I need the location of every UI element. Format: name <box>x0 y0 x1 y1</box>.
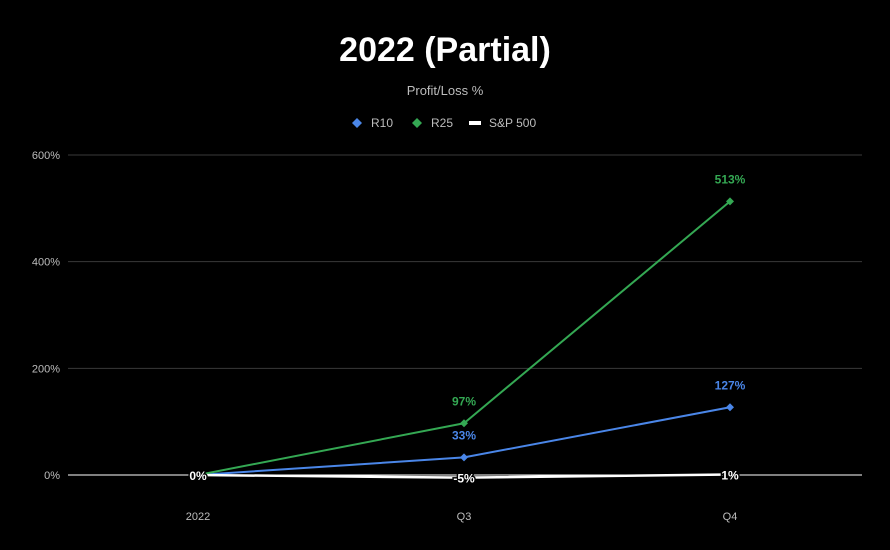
data-label-halo-sandp-500: 0% <box>189 469 207 483</box>
gridlines <box>68 154 862 476</box>
data-label-sandp-500: 1% <box>721 468 739 482</box>
series-line-sandp-500 <box>197 473 731 479</box>
x-tick-label: Q4 <box>723 511 738 523</box>
legend-item-sandp-500[interactable]: S&P 500 <box>469 116 536 130</box>
y-tick-label: 600% <box>32 150 60 162</box>
data-label-halo-sandp-500: -5% <box>453 472 475 486</box>
x-axis: 2022 Q3 Q4 <box>186 511 738 523</box>
y-tick-label: 0% <box>44 470 60 482</box>
data-point-r25 <box>726 197 734 206</box>
data-label-r25: 97% <box>452 394 476 408</box>
legend-item-r25[interactable]: R25 <box>412 116 453 130</box>
chart-title: 2022 (Partial) <box>339 31 551 69</box>
data-label-r10: 33% <box>452 428 476 442</box>
legend: R10 R25 S&P 500 <box>352 116 536 130</box>
data-point-r10 <box>726 403 734 412</box>
data-point-r25 <box>194 471 202 479</box>
data-label-r10: 127% <box>715 378 746 392</box>
legend-label-sandp-500: S&P 500 <box>489 116 536 130</box>
legend-swatch-r10 <box>352 118 362 128</box>
legend-label-r10: R10 <box>371 116 393 130</box>
y-tick-label: 400% <box>32 257 60 269</box>
data-label-halo-sandp-500: 1% <box>721 468 739 482</box>
x-tick-label: 2022 <box>186 511 210 523</box>
series-markers <box>194 197 734 479</box>
data-labels: 33%127%97%513%0%0% -5%-5% 1%1% <box>188 172 746 487</box>
data-label-sandp-500: 0% <box>189 469 207 483</box>
data-label-r25: 513% <box>715 172 746 186</box>
y-tick-label: 200% <box>32 363 60 375</box>
x-tick-label: Q3 <box>457 511 472 523</box>
legend-item-r10[interactable]: R10 <box>352 116 393 130</box>
chart-subtitle: Profit/Loss % <box>407 83 484 98</box>
y-axis: 0% 200% 400% 600% <box>32 150 60 482</box>
legend-swatch-sandp-500 <box>469 121 481 125</box>
data-point-r10 <box>460 453 468 462</box>
legend-swatch-r25 <box>412 118 422 128</box>
legend-label-r25: R25 <box>431 116 453 130</box>
data-label-sandp-500: -5% <box>453 472 475 486</box>
data-point-r25 <box>460 419 468 428</box>
